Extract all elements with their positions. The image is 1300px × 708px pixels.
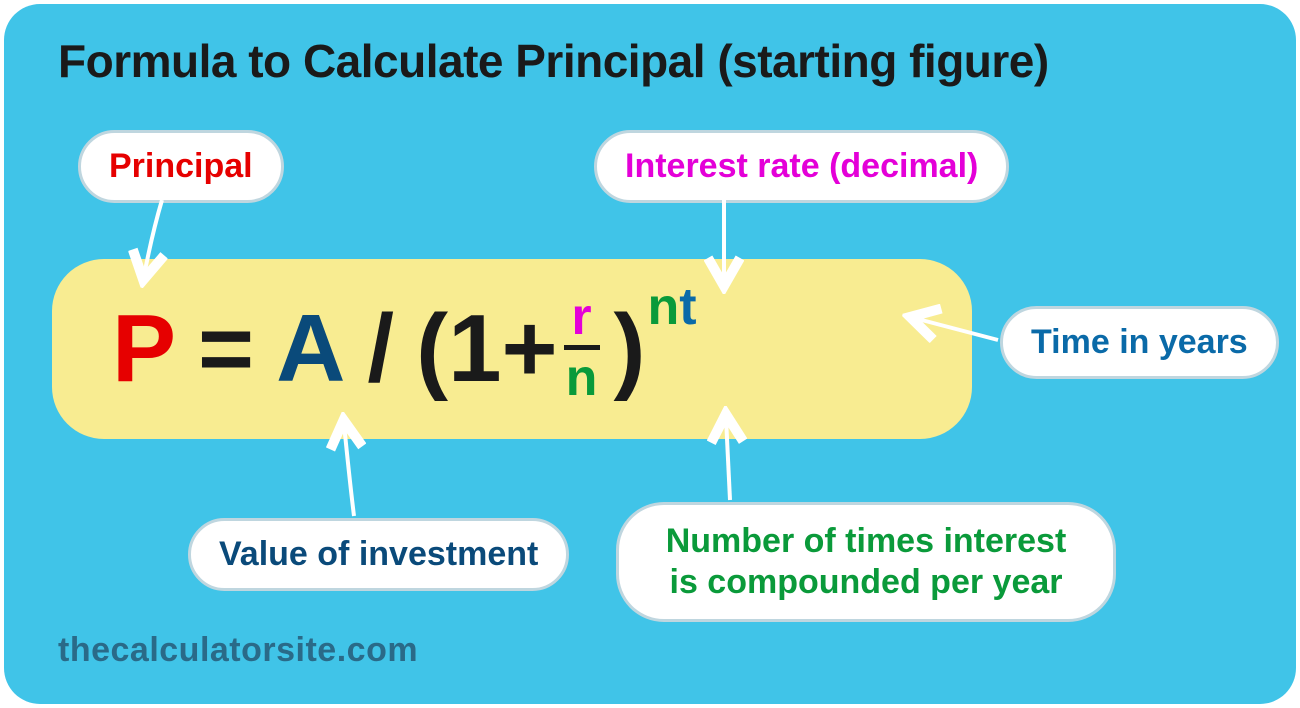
right-paren: ) <box>614 294 646 404</box>
label-time: Time in years <box>1000 306 1279 379</box>
infographic-canvas: Formula to Calculate Principal (starting… <box>4 4 1296 704</box>
plus-sign: + <box>501 294 557 404</box>
label-value-investment: Value of investment <box>188 518 569 591</box>
divide-slash: / <box>367 294 394 404</box>
exponent-nt: nt <box>647 277 696 337</box>
label-compound-line1: Number of times interest <box>666 522 1067 560</box>
var-n-denom: n <box>566 352 598 404</box>
var-t-exp: t <box>679 278 696 336</box>
label-interest-text: Interest rate (decimal) <box>625 147 978 185</box>
label-compound-line2: is compounded per year <box>670 563 1063 601</box>
label-principal: Principal <box>78 130 284 203</box>
var-p: P <box>112 294 176 404</box>
page-title: Formula to Calculate Principal (starting… <box>58 34 1049 88</box>
const-one: 1 <box>448 294 501 404</box>
var-r: r <box>571 291 591 343</box>
label-value-text: Value of investment <box>219 535 538 573</box>
attribution-text: thecalculatorsite.com <box>58 631 418 670</box>
formula-container: P = A / ( 1 + r n ) nt <box>52 259 972 439</box>
label-time-text: Time in years <box>1031 323 1248 361</box>
var-a: A <box>276 294 345 404</box>
var-n-exp: n <box>647 278 679 336</box>
label-principal-text: Principal <box>109 147 253 185</box>
formula-expression: P = A / ( 1 + r n ) nt <box>52 259 972 439</box>
fraction-r-over-n: r n <box>564 291 600 404</box>
label-interest-rate: Interest rate (decimal) <box>594 130 1009 203</box>
equals-sign: = <box>198 294 254 404</box>
left-paren: ( <box>416 294 448 404</box>
label-compound-frequency: Number of times interest is compounded p… <box>616 502 1116 622</box>
